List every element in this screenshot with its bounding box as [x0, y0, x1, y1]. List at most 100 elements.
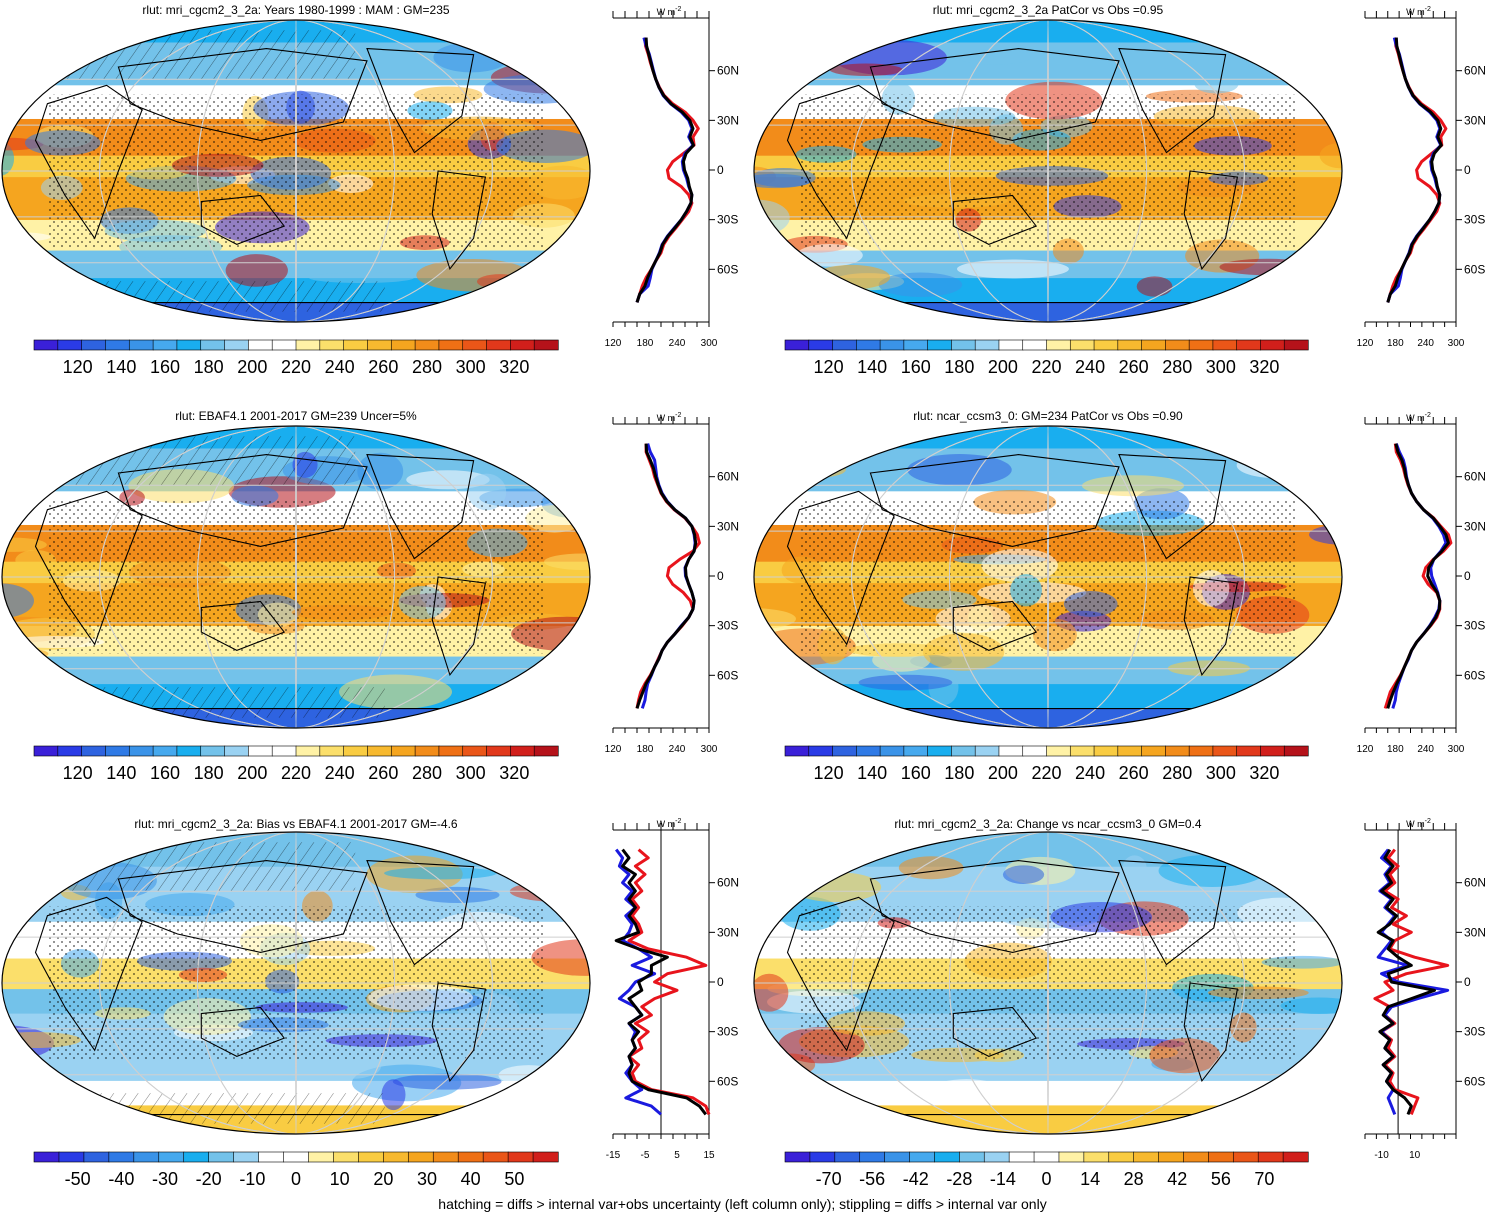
colorbar-swatch	[271, 745, 297, 757]
colorbar-swatch	[108, 1151, 135, 1163]
colorbar-swatch	[959, 1151, 985, 1163]
colorbar-swatch	[1117, 339, 1143, 351]
colorbar-4: 120 140 160 180 200 220 240 260 280 300 320	[784, 745, 1309, 783]
colorbar-swatch	[200, 745, 226, 757]
colorbar-swatch	[176, 339, 202, 351]
colorbar-swatch	[1083, 1151, 1110, 1163]
zonal-x-tick-label: -5	[641, 1150, 650, 1161]
colorbar-swatch	[432, 1151, 459, 1163]
colorbar-swatch	[1165, 339, 1190, 351]
colorbar-swatch	[358, 1151, 384, 1163]
colorbar-tick-label: 56	[1211, 1169, 1231, 1189]
colorbar-swatch	[951, 745, 976, 757]
zonal-unit-label: W m-2	[1406, 412, 1431, 423]
colorbar-swatch	[1093, 745, 1119, 757]
colorbar-tick-label: 40	[461, 1169, 481, 1189]
colorbar-swatch	[295, 745, 321, 757]
colorbar-swatch	[983, 1151, 1010, 1163]
panel-title: rlut: mri_cgcm2_3_2a: Years 1980-1999 : …	[142, 3, 449, 17]
colorbar-3: 120 140 160 180 200 220 240 260 280 300 320	[33, 745, 559, 783]
colorbar-tick-label: 140	[857, 763, 887, 783]
colorbar-swatch	[224, 745, 249, 757]
zonal-x-tick-label: 15	[703, 1150, 715, 1161]
colorbar-swatch	[438, 339, 464, 351]
colorbar-swatch	[1069, 745, 1095, 757]
zonal-lat-tick-label: 30S	[717, 619, 738, 633]
colorbar-swatch	[33, 339, 59, 351]
colorbar-swatch	[295, 339, 321, 351]
colorbar-swatch	[934, 1151, 960, 1163]
zonal-lat-tick-label: 60N	[1464, 64, 1485, 78]
colorbar-swatch	[856, 745, 881, 757]
zonal-x-tick-label: 240	[1417, 338, 1434, 349]
colorbar-swatch	[808, 745, 834, 757]
map-panel-5	[1, 831, 591, 1135]
colorbar-swatch	[83, 1151, 110, 1163]
colorbar-tick-label: 120	[63, 763, 93, 783]
colorbar-swatch	[1283, 745, 1309, 757]
zonal-lat-tick-label: 0	[1464, 163, 1471, 177]
zonal-x-tick-label: 300	[701, 744, 718, 755]
zonal-x-tick-label: 10	[1409, 1150, 1421, 1161]
zonal-x-tick-label: -10	[1374, 1150, 1389, 1161]
colorbar-swatch	[998, 745, 1024, 757]
colorbar-swatch	[903, 745, 929, 757]
colorbar-tick-label: 280	[1162, 357, 1192, 377]
colorbar-tick-label: 220	[1031, 357, 1061, 377]
colorbar-swatch	[879, 339, 905, 351]
zonal-x-tick-label: 240	[669, 338, 686, 349]
colorbar-swatch	[58, 1151, 85, 1163]
zonal-series-line	[615, 848, 662, 1116]
map-panel-4	[753, 425, 1343, 729]
colorbar-swatch	[974, 745, 1000, 757]
colorbar-tick-label: -56	[859, 1169, 885, 1189]
colorbar-swatch	[486, 745, 511, 757]
colorbar-1: 120 140 160 180 200 220 240 260 280 300 320	[33, 339, 559, 377]
colorbar-tick-label: 280	[1162, 763, 1192, 783]
zonal-lat-tick-label: 30N	[1464, 519, 1485, 533]
colorbar-tick-label: 260	[368, 763, 398, 783]
colorbar-swatch	[233, 1151, 260, 1163]
zonal-x-tick-label: 120	[605, 338, 622, 349]
colorbar-swatch	[1158, 1151, 1185, 1163]
colorbar-swatch	[462, 745, 488, 757]
zonal-series-line	[1391, 443, 1448, 709]
zonal-x-tick-label: 120	[1357, 338, 1374, 349]
colorbar-swatch	[533, 745, 559, 757]
colorbar-swatch	[1260, 339, 1285, 351]
colorbar-tick-label: 200	[988, 357, 1018, 377]
colorbar-swatch	[438, 745, 464, 757]
colorbar-swatch	[927, 339, 953, 351]
zonal-x-tick-label: 300	[701, 338, 718, 349]
zonal-x-tick-label: -15	[606, 1150, 621, 1161]
colorbar-swatch	[343, 745, 369, 757]
colorbar-tick-label: 240	[1075, 763, 1105, 783]
colorbar-tick-label: 260	[368, 357, 398, 377]
colorbar-swatch	[1058, 1151, 1085, 1163]
zonal-lat-tick-label: 30S	[1464, 1025, 1485, 1039]
colorbar-swatch	[510, 745, 535, 757]
colorbar-swatch	[1212, 339, 1238, 351]
zonal-mean-panel-2: W m-2 60N 30N 0 30S 60S 120 180 240 300	[1357, 6, 1485, 349]
colorbar-tick-label: -70	[816, 1169, 842, 1189]
colorbar-swatch	[105, 339, 130, 351]
zonal-lat-tick-label: 60S	[1464, 262, 1485, 276]
panel-title: rlut: mri_cgcm2_3_2a: Change vs ncar_ccs…	[894, 817, 1201, 831]
colorbar-swatch	[927, 745, 953, 757]
colorbar-swatch	[57, 339, 83, 351]
colorbar-swatch	[390, 745, 416, 757]
colorbar-swatch	[879, 745, 905, 757]
colorbar-swatch	[784, 1151, 811, 1163]
colorbar-swatch	[308, 1151, 335, 1163]
colorbar-swatch	[183, 1151, 210, 1163]
colorbar-tick-label: 220	[281, 357, 311, 377]
colorbar-swatch	[128, 339, 154, 351]
colorbar-swatch	[832, 339, 857, 351]
colorbar-tick-label: 320	[1249, 357, 1279, 377]
colorbar-tick-label: -20	[196, 1169, 222, 1189]
colorbar-swatch	[784, 745, 810, 757]
colorbar-tick-label: 160	[901, 357, 931, 377]
colorbar-tick-label: 20	[373, 1169, 393, 1189]
colorbar-swatch	[832, 745, 857, 757]
